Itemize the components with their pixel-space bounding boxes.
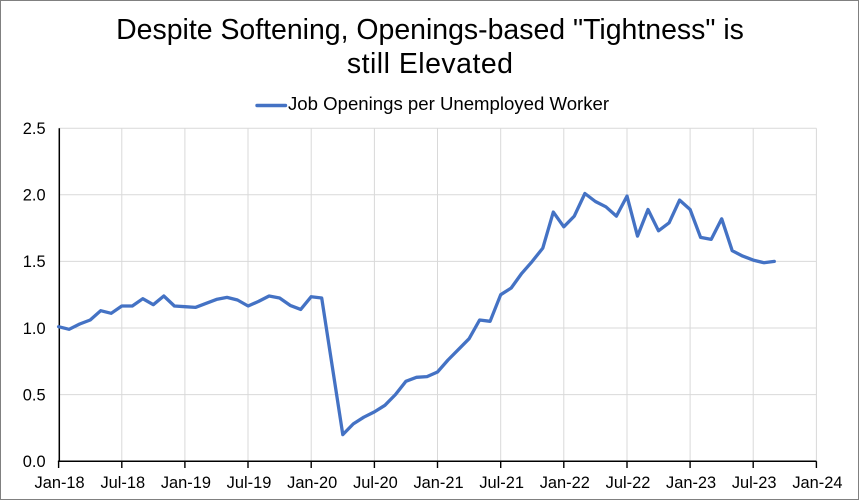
svg-text:Jan-22: Jan-22 <box>540 474 590 492</box>
svg-text:Jan-21: Jan-21 <box>413 474 463 492</box>
svg-text:Jul-21: Jul-21 <box>479 474 524 492</box>
svg-text:Jul-18: Jul-18 <box>100 474 145 492</box>
svg-text:Jul-22: Jul-22 <box>606 474 651 492</box>
svg-text:Jan-18: Jan-18 <box>35 474 85 492</box>
svg-text:Jan-20: Jan-20 <box>287 474 337 492</box>
svg-text:Jan-23: Jan-23 <box>666 474 716 492</box>
svg-text:2.0: 2.0 <box>23 187 46 205</box>
svg-text:Despite Softening, Openings-ba: Despite Softening, Openings-based "Tight… <box>116 14 744 46</box>
svg-text:0.0: 0.0 <box>23 453 46 471</box>
svg-text:Jul-23: Jul-23 <box>732 474 777 492</box>
svg-text:Jul-19: Jul-19 <box>227 474 272 492</box>
svg-text:0.5: 0.5 <box>23 386 46 404</box>
svg-text:Jan-19: Jan-19 <box>161 474 211 492</box>
svg-text:Jan-24: Jan-24 <box>792 474 842 492</box>
svg-text:1.5: 1.5 <box>23 253 46 271</box>
svg-text:Jul-20: Jul-20 <box>353 474 398 492</box>
svg-text:Job Openings per Unemployed Wo: Job Openings per Unemployed Worker <box>288 93 609 114</box>
svg-text:still Elevated: still Elevated <box>347 48 514 80</box>
svg-text:2.5: 2.5 <box>23 120 46 138</box>
svg-text:1.0: 1.0 <box>23 320 46 338</box>
